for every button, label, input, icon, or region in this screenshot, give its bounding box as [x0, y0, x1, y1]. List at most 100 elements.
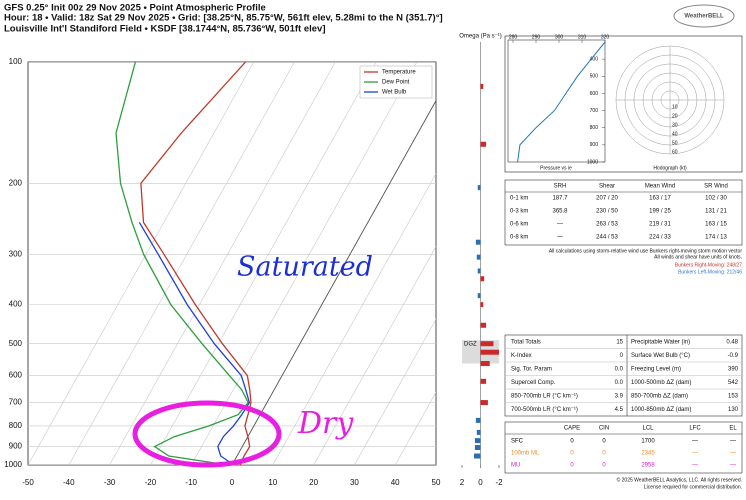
omega-bar — [477, 185, 481, 191]
y-tick-label: 700 — [9, 398, 23, 407]
isotherm — [313, 245, 436, 465]
table-cell: 850-700mb LR (°C km⁻¹) — [511, 394, 578, 400]
hodo-ring — [642, 72, 698, 128]
hodo-ring — [660, 90, 680, 110]
upper-right-frame — [504, 35, 743, 173]
ie-y-tick-label: 600 — [590, 91, 599, 97]
legend-label: Temperature — [382, 70, 416, 76]
ie-y-tick-label: 700 — [590, 108, 599, 114]
omega-bar — [480, 349, 499, 355]
logo-ring — [673, 4, 735, 28]
footer-line: © 2025 WeatherBELL Analytics, LLC. All r… — [617, 476, 742, 483]
skewt-plot — [28, 62, 436, 465]
table-cell: 2958 — [641, 463, 655, 469]
annotation: Saturated — [237, 252, 373, 283]
hodograph: 10 20 30 40 50 60 — [615, 45, 725, 155]
table-cell: 0-1 km — [510, 196, 528, 202]
y-tick-label: 200 — [9, 178, 23, 187]
table-cell: 224 / 33 — [649, 235, 671, 241]
table-cell: Sig. Tor. Param — [511, 367, 552, 373]
omega-tick-label: 0 — [478, 478, 483, 487]
table-cell: 1000-500mb ΔZ (dam) — [631, 380, 691, 386]
omega-bar — [474, 453, 481, 459]
x-tick-label: -10 — [185, 478, 197, 487]
omega-bar — [480, 361, 490, 367]
omega-bar — [477, 293, 481, 299]
x-tick-label: 0 — [230, 478, 235, 487]
table-cell: 2345 — [641, 451, 655, 457]
table-cell: 365.8 — [552, 209, 568, 215]
omega-tick-label: -2 — [495, 478, 503, 487]
table-cell: 230 / 50 — [596, 209, 618, 215]
annotation-circle — [132, 400, 282, 468]
hodo-ring-label: 60 — [672, 149, 678, 155]
profile-line — [140, 62, 252, 465]
hodo-ring-label: 30 — [672, 122, 678, 128]
table-header: SRH — [554, 184, 567, 190]
table-cell: 1000-850mb ΔZ (dam) — [631, 407, 691, 413]
isotherm — [109, 62, 336, 465]
ie-y-tick-label: 900 — [590, 142, 599, 148]
y-tick-label: 100 — [9, 57, 23, 66]
ie-y-tick-label: 500 — [590, 74, 599, 80]
table-frame — [504, 179, 743, 246]
table-cell: Freezing Level (m) — [631, 367, 681, 373]
omega-bar — [476, 254, 481, 260]
isotherm — [28, 62, 254, 465]
isotherm — [394, 391, 436, 465]
table-cell: 0-6 km — [510, 222, 528, 228]
table-cell: 207 / 20 — [596, 196, 618, 202]
bunkers-note: Bunkers Left-Moving: 212/46 — [678, 269, 742, 275]
table-cell: 0 — [570, 463, 574, 469]
table-cell: — — [730, 451, 736, 457]
omega-bar — [476, 429, 481, 435]
annotation: Dry — [297, 406, 354, 441]
y-tick-label: 400 — [9, 300, 23, 309]
omega-bar — [480, 322, 487, 328]
isotherm — [68, 62, 295, 465]
table-cell: 100mb ML — [511, 451, 540, 457]
x-tick-label: 20 — [309, 478, 318, 487]
legend-label: Dew Point — [382, 80, 410, 86]
table-cell: Surface Wet Bulb (°C) — [631, 353, 690, 359]
footer-line: License required for commercial distribu… — [644, 484, 742, 490]
y-tick-label: 1000 — [4, 460, 22, 469]
table-cell: 0 — [620, 353, 624, 359]
x-tick-label: -50 — [22, 478, 34, 487]
legend-label: Wet Bulb — [382, 90, 407, 96]
ie-x-tick-label: 320 — [601, 34, 610, 40]
omega-bar — [480, 141, 487, 147]
y-tick-label: 300 — [9, 249, 23, 258]
table-cell: -0.9 — [728, 353, 739, 359]
omega-bar — [480, 400, 488, 406]
table-cell: 199 / 25 — [649, 209, 671, 215]
table-cell: 130 — [728, 407, 739, 413]
profile-line — [115, 62, 249, 465]
table-cell: Total Totals — [511, 340, 541, 346]
table-cell: SFC — [511, 439, 524, 445]
ie-y-tick-label: 800 — [590, 125, 599, 131]
table-cell: 163 / 17 — [649, 196, 671, 202]
y-tick-label: 900 — [9, 442, 23, 451]
omega-bar — [477, 268, 481, 274]
bunkers-note: Bunkers Right-Moving: 248/27 — [675, 262, 742, 268]
table-header: Shear — [599, 184, 615, 190]
header-line: GFS 0.25° Init 00z 29 Nov 2025 • Point A… — [4, 3, 266, 14]
omega-bar — [480, 378, 487, 384]
x-tick-label: 50 — [432, 478, 441, 487]
omega-bar — [475, 239, 481, 245]
table-header: LFC — [689, 426, 701, 432]
table-cell: 0 — [570, 451, 574, 457]
isotherm — [272, 172, 436, 465]
table-cell: — — [692, 451, 698, 457]
table-cell: 15 — [616, 340, 623, 346]
x-tick-label: -30 — [104, 478, 116, 487]
table-cell: 263 / 53 — [596, 222, 618, 228]
table-cell: 0-8 km — [510, 235, 528, 241]
hodo-ring — [615, 45, 725, 155]
omega-bar — [474, 445, 481, 451]
x-tick-label: -20 — [145, 478, 157, 487]
table-cell: 3.9 — [615, 394, 624, 400]
table-cell: 0 — [602, 451, 606, 457]
hodo-ring-label: 50 — [672, 140, 678, 146]
